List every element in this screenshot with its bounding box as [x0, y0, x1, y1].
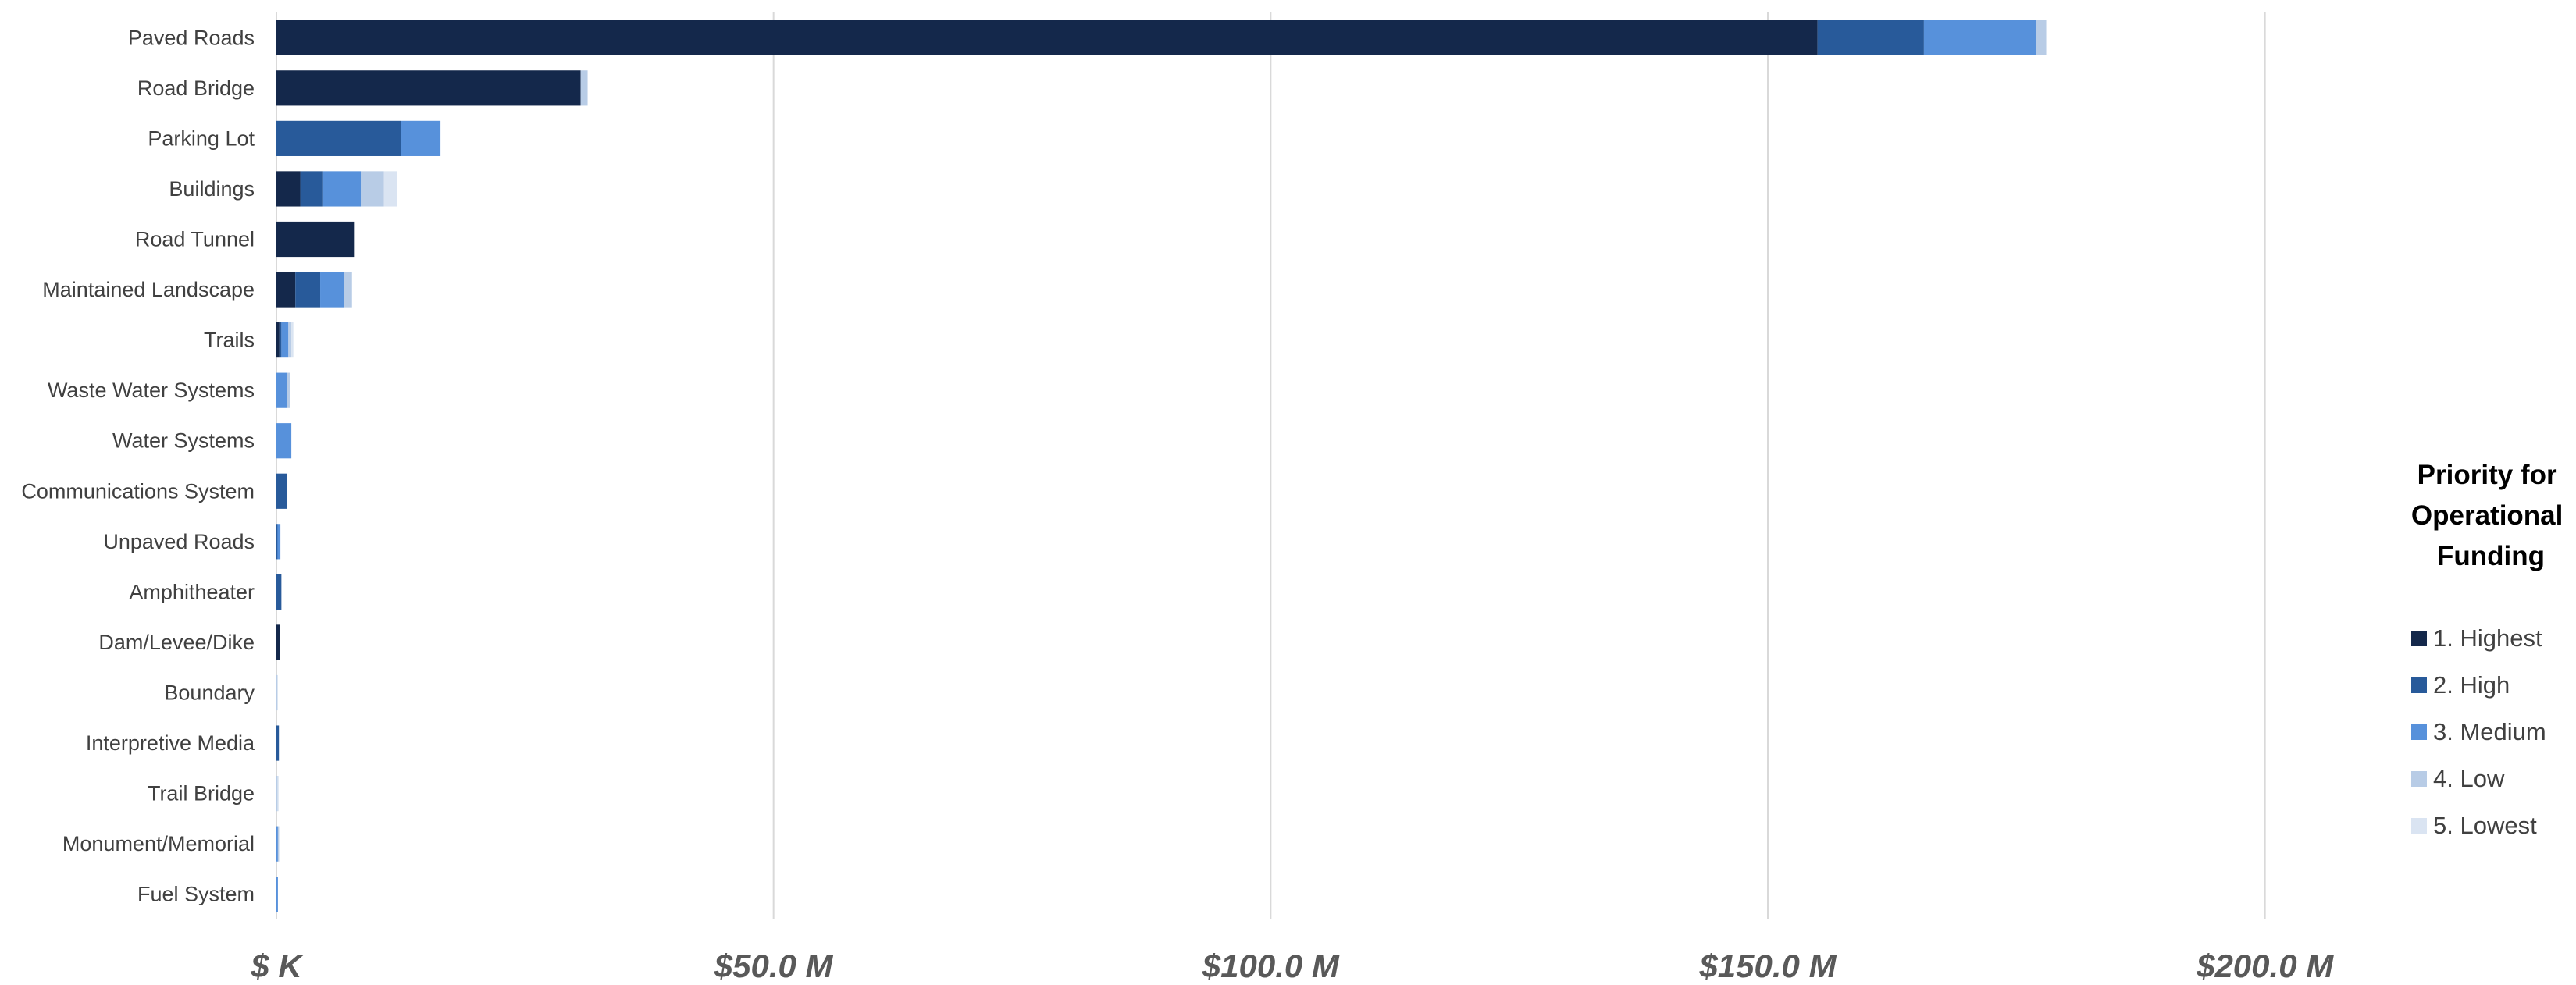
bar-segment: [277, 776, 279, 812]
x-tick-label: $150.0 M: [1698, 948, 1837, 984]
bar-segment: [276, 120, 401, 156]
legend-swatch: [2411, 818, 2427, 834]
legend-title: Priority for Operational Funding: [2411, 460, 2571, 571]
bar-segment: [1923, 20, 2036, 55]
legend-swatch: [2411, 677, 2427, 693]
category-label: Parking Lot: [148, 126, 255, 150]
bar-segment: [276, 372, 288, 408]
bar-segment: [276, 221, 355, 258]
x-tick-label: $50.0 M: [714, 948, 834, 984]
category-label: Dam/Levee/Dike: [98, 631, 255, 654]
x-tick-label: $ K: [250, 948, 304, 984]
category-label: Road Bridge: [137, 76, 255, 100]
bar-segment: [322, 171, 362, 207]
bar-segment: [281, 322, 289, 358]
category-label: Paved Roads: [128, 26, 255, 49]
bar-segment: [287, 372, 290, 408]
category-label: Trail Bridge: [148, 782, 255, 805]
bar-segment: [344, 272, 352, 308]
legend-title-line: Operational: [2411, 500, 2563, 531]
x-tick-labels: $ K $50.0 M $100.0 M $150.0 M $200.0 M: [250, 948, 2334, 984]
legend-label: 2. High: [2433, 671, 2510, 699]
bar-segment: [401, 120, 441, 156]
bar-segment: [383, 171, 397, 207]
category-label: Road Tunnel: [135, 228, 255, 251]
bar-segment: [277, 524, 281, 560]
legend-label: 3. Medium: [2433, 718, 2546, 745]
legend-label: 4. Low: [2433, 765, 2505, 792]
bar-segment: [300, 171, 323, 207]
bar-segment: [276, 877, 278, 912]
legend-label: 1. Highest: [2433, 624, 2542, 652]
category-label: Maintained Landscape: [42, 278, 255, 301]
bars: [276, 20, 2047, 912]
bar-segment: [2036, 20, 2047, 55]
gridlines: [276, 12, 2266, 919]
bar-segment: [276, 776, 278, 812]
category-label: Water Systems: [112, 429, 255, 453]
legend-label: 5. Lowest: [2433, 812, 2537, 839]
bar-segment: [295, 272, 321, 308]
bar-segment: [276, 423, 292, 459]
bar-segment: [276, 70, 581, 106]
category-label: Communications System: [21, 479, 255, 503]
bar-segment: [276, 624, 280, 660]
bar-segment: [361, 171, 384, 207]
legend-swatch: [2411, 631, 2427, 646]
legend-title-line: Funding: [2437, 541, 2545, 571]
bar-segment: [276, 524, 278, 560]
bar-segment: [276, 574, 282, 610]
bar-segment: [277, 826, 280, 862]
legend-swatch: [2411, 724, 2427, 740]
category-label: Amphitheater: [129, 580, 255, 603]
legend-items: 1. Highest 2. High 3. Medium 4. Low 5. Lowes…: [2411, 624, 2546, 839]
bar-segment: [276, 826, 278, 862]
category-label: Boundary: [164, 681, 255, 705]
bar-segment: [276, 20, 1818, 55]
bar-segment: [580, 70, 588, 106]
bar-segment: [320, 272, 344, 308]
bar-segment: [279, 322, 282, 358]
category-label: Monument/Memorial: [62, 832, 255, 855]
bar-segment: [1817, 20, 1924, 55]
legend-swatch: [2411, 771, 2427, 787]
x-tick-label: $200.0 M: [2196, 948, 2334, 984]
bar-segment: [291, 322, 294, 358]
legend: Priority for Operational Funding 1. High…: [2411, 460, 2571, 839]
category-label: Buildings: [169, 177, 255, 201]
legend-title-line: Priority for: [2417, 460, 2557, 490]
bar-segment: [276, 473, 288, 509]
category-label: Unpaved Roads: [103, 530, 255, 553]
category-labels: Paved Roads Road Bridge Parking Lot Buildin…: [21, 26, 255, 905]
bar-segment: [288, 322, 292, 358]
bar-segment: [276, 272, 296, 308]
category-label: Trails: [204, 329, 255, 352]
bar-segment: [276, 725, 280, 761]
x-tick-label: $100.0 M: [1202, 948, 1340, 984]
category-label: Fuel System: [137, 883, 255, 906]
bar-segment: [276, 171, 301, 207]
bar-segment: [276, 322, 280, 358]
category-label: Interpretive Media: [86, 731, 255, 755]
category-label: Waste Water Systems: [48, 379, 255, 402]
bar-segment: [276, 674, 278, 711]
